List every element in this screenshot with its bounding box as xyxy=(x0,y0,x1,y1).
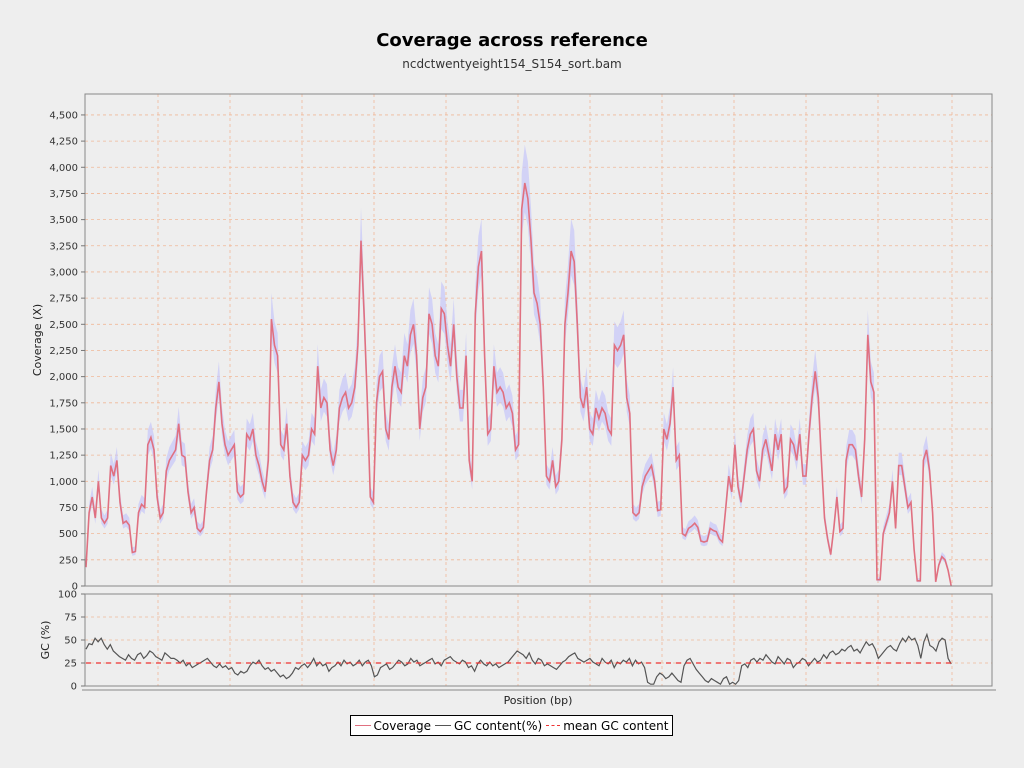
coverage-y-tick-label: 3,500 xyxy=(49,215,78,226)
gc-y-tick-label: 100 xyxy=(58,590,77,601)
coverage-grid xyxy=(85,94,992,587)
legend-label-mean-gc: mean GC content xyxy=(563,718,669,733)
gc-line-group xyxy=(85,632,952,686)
gc-y-tick-label: 25 xyxy=(64,659,77,670)
coverage-series-line xyxy=(85,182,952,587)
coverage-line-group xyxy=(85,182,952,587)
coverage-y-tick-label: 4,250 xyxy=(49,137,78,148)
chart-subtitle: ncdctwentyeight154_S154_sort.bam xyxy=(402,57,622,71)
coverage-y-tick-label: 3,250 xyxy=(49,241,78,252)
legend-item-gc: GC content(%) xyxy=(435,719,542,733)
legend-item-coverage: Coverage xyxy=(354,718,432,733)
coverage-y-tick-label: 3,000 xyxy=(49,267,78,278)
coverage-y-tick-label: 0 xyxy=(72,582,78,593)
coverage-band xyxy=(86,144,952,586)
coverage-y-tick-label: 1,750 xyxy=(49,398,78,409)
coverage-y-tick-label: 2,000 xyxy=(49,372,78,383)
coverage-y-tick-label: 1,250 xyxy=(49,451,78,462)
legend-swatch-mean-gc xyxy=(546,725,561,726)
chart-title: Coverage across reference xyxy=(376,30,648,51)
coverage-y-ticks: 0 250 500 750 1,000 1,250 1,500 1,750 2,000 2,250… xyxy=(49,110,85,593)
gc-y-axis-label: GC (%) xyxy=(39,621,52,660)
coverage-y-tick-label: 500 xyxy=(59,529,78,540)
coverage-y-tick-label: 4,500 xyxy=(49,110,78,121)
coverage-y-tick-label: 250 xyxy=(59,555,78,566)
coverage-plot-frame xyxy=(84,93,993,587)
coverage-y-tick-label: 4,000 xyxy=(49,163,78,174)
coverage-band-area xyxy=(86,144,952,586)
gc-y-tick-label: 0 xyxy=(71,682,77,693)
coverage-y-tick-label: 2,250 xyxy=(49,346,78,357)
gc-y-ticks: 0 25 50 75 100 xyxy=(58,590,85,693)
x-axis-label: Position (bp) xyxy=(504,694,573,707)
coverage-y-tick-label: 2,500 xyxy=(49,320,78,331)
legend-label-coverage: Coverage xyxy=(373,718,432,733)
coverage-y-tick-label: 2,750 xyxy=(49,294,78,305)
gc-y-tick-label: 50 xyxy=(64,636,77,647)
coverage-y-axis-label: Coverage (X) xyxy=(31,304,44,376)
coverage-y-tick-label: 3,750 xyxy=(49,189,78,200)
coverage-y-tick-label: 1,500 xyxy=(49,424,78,435)
coverage-y-tick-label: 1,000 xyxy=(49,477,78,488)
coverage-y-tick-label: 750 xyxy=(59,503,78,514)
gc-y-tick-label: 75 xyxy=(64,613,77,624)
legend: Coverage GC content(%) mean GC content xyxy=(350,715,673,736)
legend-item-mean-gc: mean GC content xyxy=(546,719,668,733)
legend-swatch-gc xyxy=(435,725,451,726)
gc-grid xyxy=(85,593,992,687)
legend-label-gc: GC content(%) xyxy=(454,718,543,733)
gc-series-line xyxy=(85,632,952,686)
legend-swatch-coverage xyxy=(354,725,371,726)
